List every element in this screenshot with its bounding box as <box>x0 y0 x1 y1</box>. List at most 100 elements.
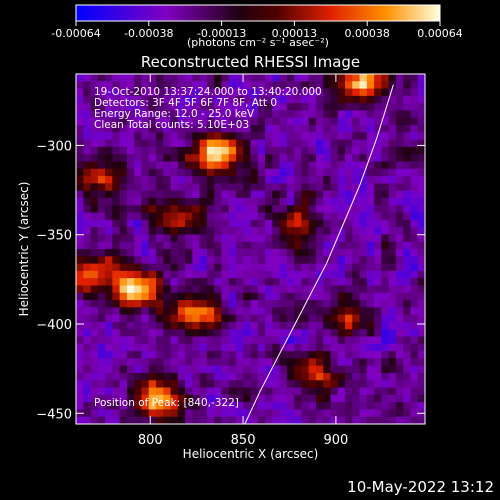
heatmap-cell <box>163 183 171 192</box>
heatmap-cell <box>352 321 360 330</box>
heatmap-cell <box>403 416 411 424</box>
heatmap-cell <box>221 227 230 235</box>
heatmap-cell <box>243 263 251 272</box>
heatmap-cell <box>221 139 230 148</box>
heatmap-cell <box>163 234 171 243</box>
heatmap-cell <box>301 329 310 337</box>
heatmap-cell <box>221 168 230 177</box>
heatmap-cell <box>105 372 113 381</box>
heatmap-cell <box>352 263 360 272</box>
heatmap-cell <box>199 125 208 133</box>
heatmap-cell <box>243 387 251 396</box>
heatmap-cell <box>90 270 99 279</box>
heatmap-cell <box>199 321 208 330</box>
heatmap-cell <box>279 285 288 294</box>
heatmap-cell <box>199 372 208 381</box>
heatmap-cell <box>163 329 171 337</box>
heatmap-cell <box>90 183 99 192</box>
heatmap-cell <box>315 402 324 410</box>
heatmap-cell <box>243 176 251 184</box>
heatmap-cell <box>410 139 419 148</box>
heatmap-cell <box>221 343 230 352</box>
heatmap-cell <box>76 212 84 221</box>
heatmap-cell <box>97 81 106 89</box>
heatmap-cell <box>265 336 273 345</box>
heatmap-cell <box>228 197 237 206</box>
heatmap-cell <box>83 95 91 104</box>
heatmap-cell <box>395 183 404 192</box>
heatmap-cell <box>163 409 171 418</box>
heatmap-cell <box>352 227 360 235</box>
heatmap-cell <box>221 300 230 308</box>
heatmap-cell <box>126 117 135 126</box>
heatmap-cell <box>286 132 295 141</box>
heatmap-cell <box>155 263 164 272</box>
heatmap-cell <box>170 380 179 388</box>
heatmap-cell <box>221 132 230 141</box>
heatmap-cell <box>301 321 310 330</box>
heatmap-cell <box>199 132 208 141</box>
heatmap-cell <box>330 387 339 396</box>
heatmap-cell <box>170 139 179 148</box>
heatmap-cell <box>155 139 164 148</box>
heatmap-cell <box>374 132 382 141</box>
heatmap-cell <box>330 205 339 213</box>
heatmap-cell <box>214 292 222 301</box>
heatmap-cell <box>221 103 230 111</box>
heatmap-cell <box>243 74 251 82</box>
heatmap-cell <box>163 336 171 345</box>
heatmap-cell <box>192 358 200 367</box>
heatmap-cell <box>279 365 288 374</box>
heatmap-cell <box>272 125 280 133</box>
heatmap-cell <box>345 256 353 264</box>
heatmap-cell <box>257 176 266 184</box>
heatmap-cell <box>352 81 360 89</box>
heatmap-cell <box>163 132 171 141</box>
heatmap-cell <box>294 358 302 367</box>
heatmap-cell <box>272 241 280 250</box>
heatmap-cell <box>221 402 230 410</box>
heatmap-cell <box>126 132 135 141</box>
heatmap-cell <box>76 256 84 264</box>
heatmap-cell <box>206 176 215 184</box>
heatmap-cell <box>323 103 331 111</box>
heatmap-cell <box>337 336 346 345</box>
heatmap-cell <box>337 234 346 243</box>
heatmap-cell <box>323 321 331 330</box>
heatmap-cell <box>395 409 404 418</box>
heatmap-cell <box>228 212 237 221</box>
heatmap-cell <box>308 270 317 279</box>
heatmap-cell <box>395 263 404 272</box>
heatmap-cell <box>403 197 411 206</box>
heatmap-cell <box>206 234 215 243</box>
heatmap-cell <box>374 278 382 286</box>
heatmap-cell <box>308 256 317 264</box>
heatmap-cell <box>315 351 324 359</box>
heatmap-cell <box>214 263 222 272</box>
heatmap-cell <box>185 212 193 221</box>
heatmap-cell <box>83 168 91 177</box>
heatmap-cell <box>272 314 280 323</box>
heatmap-cell <box>294 197 302 206</box>
heatmap-cell <box>105 285 113 294</box>
heatmap-cell <box>330 212 339 221</box>
heatmap-cell <box>105 256 113 264</box>
heatmap-cell <box>403 227 411 235</box>
heatmap-cell <box>170 125 179 133</box>
heatmap-cell <box>134 365 142 374</box>
heatmap-cell <box>83 139 91 148</box>
heatmap-cell <box>185 314 193 323</box>
heatmap-cell <box>323 329 331 337</box>
heatmap-cell <box>177 125 186 133</box>
heatmap-cell <box>235 81 244 89</box>
heatmap-cell <box>388 270 397 279</box>
heatmap-cell <box>337 409 346 418</box>
heatmap-cell <box>141 358 150 367</box>
heatmap-cell <box>141 292 150 301</box>
heatmap-cell <box>185 117 193 126</box>
heatmap-cell <box>337 117 346 126</box>
heatmap-cell <box>374 212 382 221</box>
heatmap-cell <box>330 168 339 177</box>
heatmap-cell <box>155 154 164 162</box>
heatmap-cell <box>410 321 419 330</box>
